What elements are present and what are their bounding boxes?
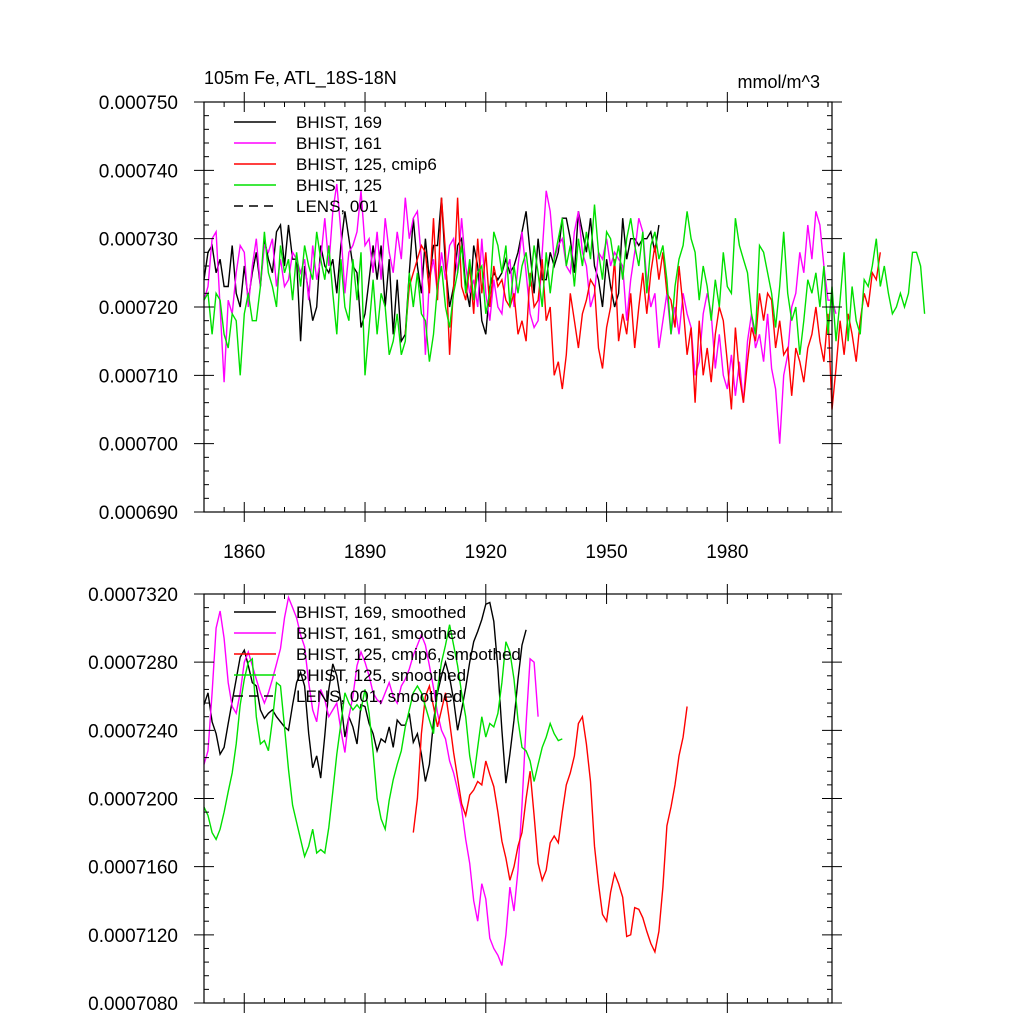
x-tick-label: 1950 (585, 542, 627, 563)
y-tick-label: 0.0007280 (88, 653, 178, 674)
y-tick-label: 0.000730 (99, 230, 178, 251)
series-line-bottom-1 (203, 594, 539, 966)
bottom-panel-axes: 0.0007080 0.0007120 0.0007160 0.0007200 0.00… (88, 584, 842, 1015)
x-tick-label: 1860 (223, 542, 265, 563)
y-tick-label: 0.0007200 (88, 790, 178, 811)
bottom-panel: BHIST, 169, smoothed BHIST, 161, smoothed… (88, 584, 842, 1015)
y-tick-label: 0.0007120 (88, 926, 178, 947)
y-tick-label: 0.0007160 (88, 858, 178, 879)
x-tick-label: 1980 (706, 542, 748, 563)
y-tick-label: 0.000720 (99, 298, 178, 319)
series-line-top-1 (203, 183, 837, 444)
y-tick-label: 0.0007320 (88, 585, 178, 606)
series-line-bottom-0 (203, 601, 527, 784)
top-panel: 105m Fe, ATL_18S-18N mmol/m^3 BHIST, 169… (99, 68, 926, 563)
series-line-top-3 (203, 204, 926, 376)
legend-label: BHIST, 125, cmip6 (296, 155, 437, 174)
top-panel-series-lines (203, 183, 926, 444)
y-tick-label: 0.000740 (99, 161, 178, 182)
y-tick-label: 0.000750 (99, 93, 178, 114)
legend-label: BHIST, 161 (296, 134, 382, 153)
y-tick-label: 0.0007240 (88, 721, 178, 742)
top-panel-units: mmol/m^3 (738, 72, 820, 92)
x-tick-label: 1920 (465, 542, 507, 563)
series-line-top-2 (404, 197, 881, 410)
y-tick-label: 0.000710 (99, 366, 178, 387)
bottom-panel-series-lines (203, 594, 688, 966)
legend-label: BHIST, 125, smoothed (296, 666, 466, 685)
series-line-bottom-2 (412, 683, 688, 955)
legend-label: BHIST, 161, smoothed (296, 624, 466, 643)
bottom-panel-legend: BHIST, 169, smoothed BHIST, 161, smoothed… (234, 603, 521, 706)
legend-label: BHIST, 125, cmip6, smoothed (296, 645, 521, 664)
legend-label: LENS, 001, smoothed (296, 687, 462, 706)
y-tick-label: 0.000690 (99, 503, 178, 524)
legend-label: BHIST, 169 (296, 113, 382, 132)
x-tick-label: 1890 (344, 542, 386, 563)
top-panel-title: 105m Fe, ATL_18S-18N (204, 68, 397, 89)
top-panel-legend: BHIST, 169 BHIST, 161 BHIST, 125, cmip6 BHI… (234, 113, 437, 216)
legend-label: LENS, 001 (296, 197, 378, 216)
series-line-bottom-3 (203, 624, 563, 859)
legend-label: BHIST, 169, smoothed (296, 603, 466, 622)
y-tick-label: 0.000700 (99, 435, 178, 456)
legend-label: BHIST, 125 (296, 176, 382, 195)
top-panel-axes: 1860 1890 1920 1950 1980 0.000690 0.000700 0.00… (99, 92, 842, 563)
y-tick-label: 0.0007080 (88, 994, 178, 1015)
